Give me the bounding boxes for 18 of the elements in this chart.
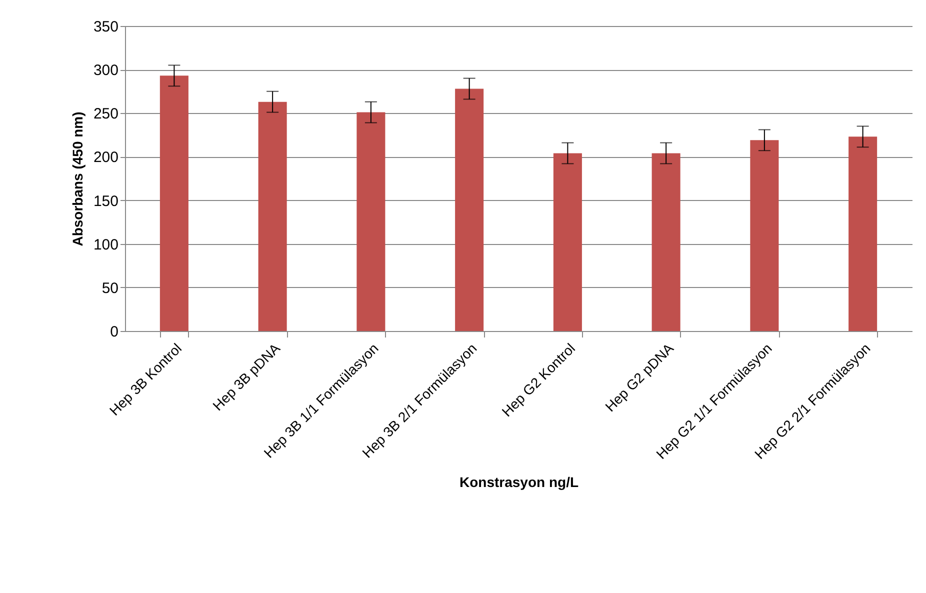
bar — [652, 153, 680, 331]
x-axis-title: Konstrasyon ng/L — [459, 474, 579, 490]
y-tick-label: 100 — [93, 236, 118, 254]
y-tick-label: 250 — [93, 106, 118, 123]
bar — [160, 76, 188, 331]
y-tick-label: 0 — [110, 324, 118, 340]
y-tick-label: 50 — [102, 280, 118, 297]
bar — [455, 88, 484, 331]
y-tick-label: 150 — [93, 192, 118, 210]
y-tick-label: 300 — [93, 62, 118, 80]
bar — [258, 102, 287, 331]
bar — [356, 112, 386, 331]
bar — [750, 140, 779, 331]
y-axis-title: Absorbans (450 nm) — [69, 112, 86, 246]
y-tick-label: 200 — [93, 149, 118, 166]
y-tick-label: 350 — [93, 18, 118, 36]
bar — [848, 136, 878, 331]
bar — [553, 153, 582, 331]
